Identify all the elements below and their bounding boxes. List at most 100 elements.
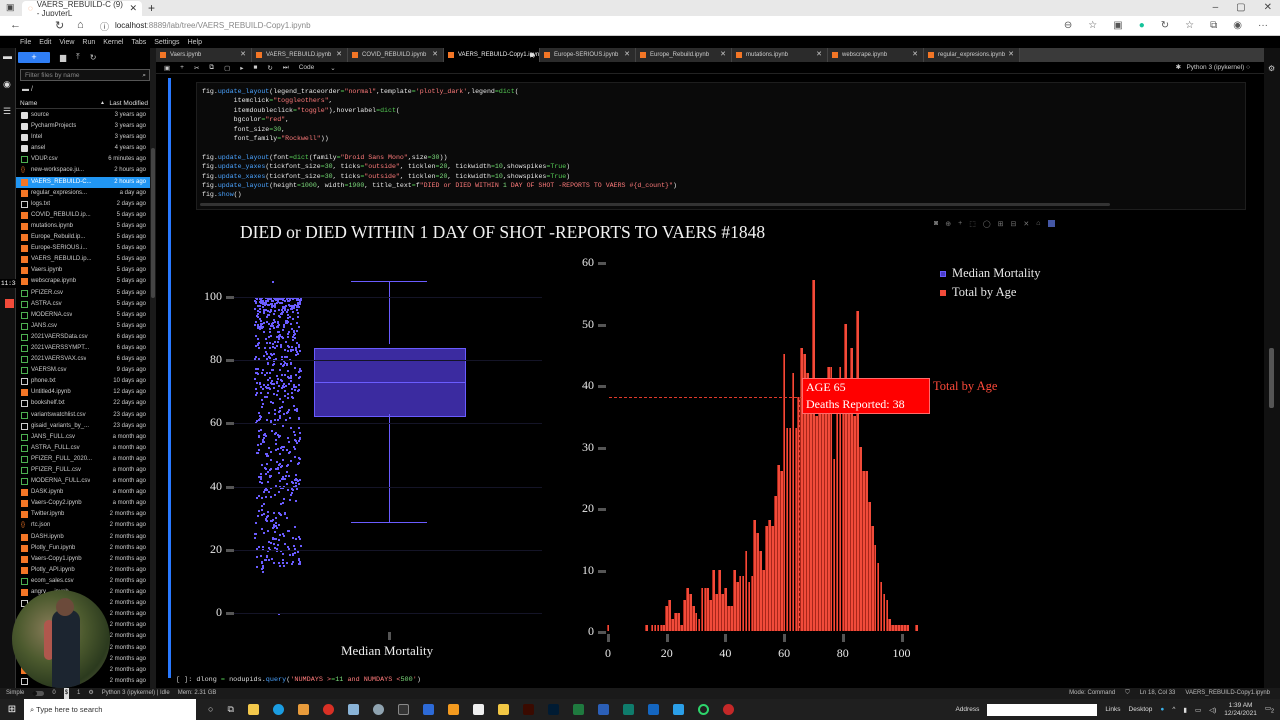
file-row[interactable]: PFIZER.csv 5 days ago [16, 288, 150, 299]
bar[interactable] [788, 428, 792, 631]
bar[interactable] [888, 618, 892, 631]
bar[interactable] [885, 600, 889, 631]
share-icon[interactable]: ⧉ [1210, 20, 1218, 31]
bar[interactable] [829, 366, 833, 631]
kernel-indicator[interactable]: ✱ Python 3 (ipykernel) ○ [1176, 62, 1250, 74]
task-view-icon[interactable]: ⧉ [227, 704, 234, 714]
bar[interactable] [741, 575, 745, 631]
bar[interactable] [715, 594, 718, 631]
file-row[interactable]: Vaers.ipynb 5 days ago [16, 265, 150, 276]
file-row[interactable]: {} new-workspace.ju... 2 hours ago [16, 165, 150, 176]
bar[interactable] [668, 600, 672, 631]
stop-icon[interactable]: ■ [253, 64, 258, 71]
bar[interactable] [794, 428, 798, 631]
menu-edit[interactable]: Edit [39, 38, 52, 46]
file-row[interactable]: Plotly_API.ipynb 2 months ago [16, 565, 150, 576]
file-row[interactable]: ASTRA.csv 5 days ago [16, 299, 150, 310]
file-row[interactable]: webscrape.ipynb 5 days ago [16, 276, 150, 287]
simple-mode-toggle[interactable] [32, 691, 45, 696]
bar[interactable] [759, 551, 762, 631]
doc-tab[interactable]: VAERS_REBUILD-Copy1.ipynb [444, 48, 540, 62]
file-browser-scrollbar[interactable] [150, 48, 156, 688]
bar[interactable] [738, 575, 742, 631]
legend-item-total-by-age[interactable]: Total by Age [940, 283, 1041, 302]
file-row[interactable]: bookshelf.txt 22 days ago [16, 398, 150, 409]
bar[interactable] [677, 612, 680, 631]
taskbar-clock[interactable]: 1:39 AM 12/24/2021 [1224, 702, 1257, 718]
close-tab-icon[interactable]: ✕ [432, 51, 438, 58]
bar[interactable] [697, 618, 701, 631]
network-icon[interactable]: ▭ [1194, 706, 1202, 714]
close-tab-icon[interactable]: ✕ [129, 3, 137, 13]
bar[interactable] [818, 403, 821, 631]
bar[interactable] [727, 606, 730, 631]
reset-icon[interactable]: ⌂ [1036, 220, 1041, 227]
file-row[interactable]: MODERNA_FULL.csv a month ago [16, 476, 150, 487]
bar[interactable] [688, 594, 692, 631]
bar[interactable] [694, 612, 698, 631]
doc-tab[interactable]: VAERS_REBUILD.ipynb ✕ [252, 48, 348, 62]
menu-tabs[interactable]: Tabs [131, 38, 147, 46]
cell-type-select[interactable]: Code [298, 64, 315, 71]
file-row[interactable]: DASH.ipynb 2 months ago [16, 532, 150, 543]
bar[interactable] [815, 415, 818, 631]
volume-icon[interactable]: ◁) [1209, 706, 1217, 714]
bar[interactable] [762, 569, 765, 631]
col-name[interactable]: Name [20, 100, 38, 107]
file-row[interactable]: VAERS_REBUILD-C... 2 hours ago [16, 176, 150, 188]
bar[interactable] [906, 624, 909, 631]
close-tab-icon[interactable]: ✕ [912, 51, 918, 58]
chevron-down-icon[interactable]: ⌄ [330, 64, 336, 72]
toc-icon[interactable]: ☰ [3, 106, 12, 116]
menu-kernel[interactable]: Kernel [103, 38, 124, 46]
lasso-icon[interactable]: ◯ [982, 221, 991, 228]
bar[interactable] [782, 354, 786, 631]
bar[interactable] [656, 624, 660, 631]
file-row[interactable]: mutations.ipynb 5 days ago [16, 221, 150, 232]
bar[interactable] [844, 323, 848, 631]
legend-item-median-mortality[interactable]: Median Mortality [940, 264, 1041, 283]
app-icon[interactable] [372, 704, 384, 715]
app-icon[interactable] [697, 704, 709, 715]
sync-icon[interactable]: ↻ [1160, 20, 1170, 31]
favorites-icon[interactable]: ☆ [1088, 20, 1098, 31]
bar[interactable] [873, 544, 877, 631]
code-hscrollbar[interactable] [200, 203, 1110, 206]
doc-tab[interactable]: Europe_Rebuild.ipynb ✕ [636, 48, 732, 62]
file-row[interactable]: VAERSM.csv 9 days ago [16, 365, 150, 376]
bar[interactable] [674, 612, 677, 631]
bar[interactable] [785, 428, 789, 631]
save-icon[interactable]: ▣ [164, 64, 171, 72]
close-tab-icon[interactable]: ✕ [336, 51, 342, 58]
media-app-icon[interactable] [297, 704, 309, 715]
file-row[interactable]: ecom_sales.csv 2 months ago [16, 576, 150, 587]
doc-tab[interactable]: mutations.ipynb ✕ [732, 48, 828, 62]
bar[interactable] [773, 495, 777, 631]
property-inspector-icon[interactable]: ⚙ [1268, 64, 1276, 73]
unsaved-dot-icon[interactable] [530, 53, 534, 57]
bar[interactable] [644, 624, 648, 631]
bar[interactable] [809, 403, 812, 631]
bar[interactable] [700, 587, 704, 631]
file-row[interactable]: JANS.csv 5 days ago [16, 321, 150, 332]
bar[interactable] [671, 618, 674, 631]
bar[interactable] [665, 606, 669, 631]
bar[interactable] [841, 409, 845, 631]
terminal-count[interactable]: 0 [52, 690, 56, 696]
bar[interactable] [867, 501, 871, 631]
folder-app-icon[interactable] [497, 704, 509, 715]
menu-file[interactable]: File [20, 38, 32, 46]
file-row[interactable]: ASTRA_FULL.csv a month ago [16, 443, 150, 454]
bar[interactable] [653, 624, 657, 631]
bar[interactable] [659, 624, 663, 631]
refresh-icon[interactable]: ↻ [89, 52, 97, 62]
file-row[interactable]: Vaers-Copy2.ipynb a month ago [16, 498, 150, 509]
bar[interactable] [897, 624, 900, 631]
bar[interactable] [914, 624, 918, 631]
file-row[interactable]: 2021VAERSSYMPT... 6 days ago [16, 343, 150, 354]
excel-icon[interactable] [572, 704, 584, 715]
bar[interactable] [812, 280, 815, 631]
bar[interactable] [753, 520, 757, 631]
chrome-icon[interactable] [322, 704, 334, 715]
publisher-icon[interactable] [622, 704, 634, 715]
